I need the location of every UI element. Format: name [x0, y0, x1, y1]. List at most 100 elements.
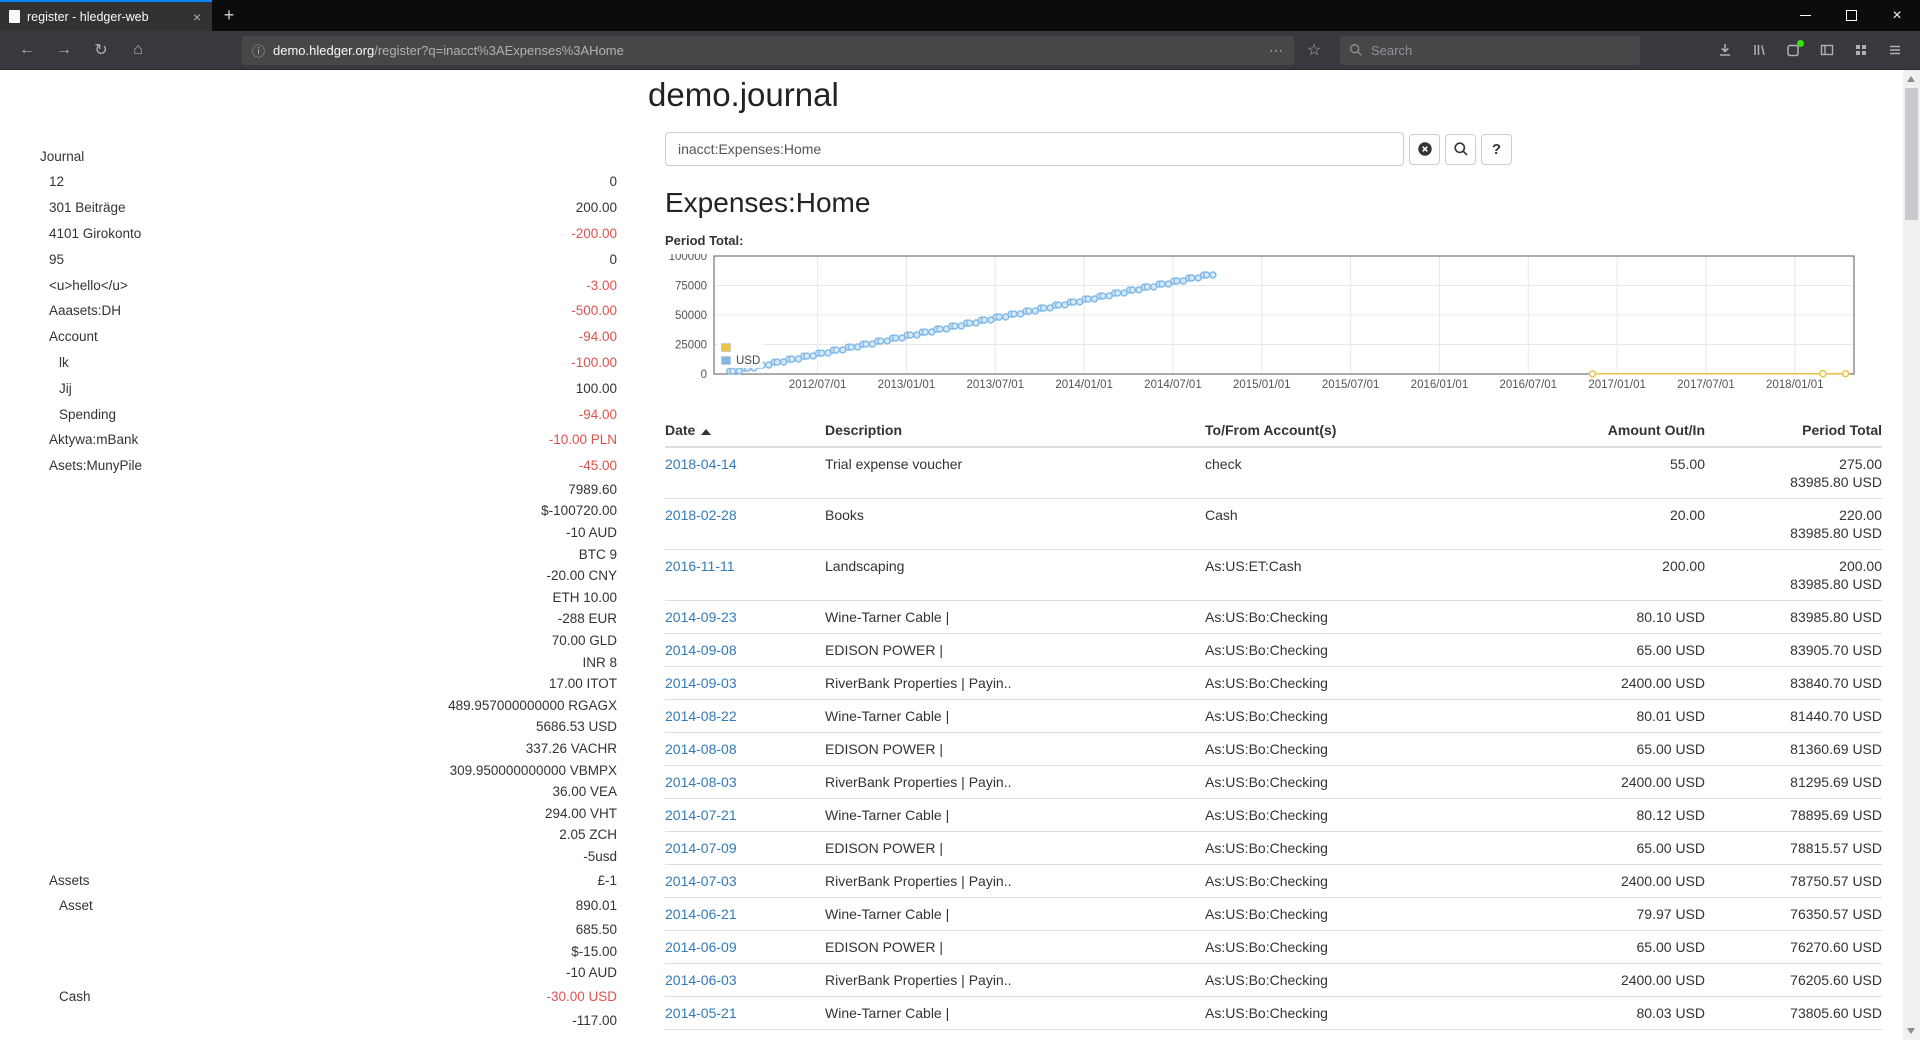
transaction-date-link[interactable]: 2014-08-22 — [665, 708, 737, 724]
transaction-date-link[interactable]: 2014-05-21 — [665, 1005, 737, 1021]
transaction-date-link[interactable]: 2014-08-08 — [665, 741, 737, 757]
register-row[interactable]: 2014-06-21 Wine-Tarner Cable | As:US:Bo:Ch… — [665, 897, 1882, 931]
register-row[interactable]: 2014-07-09 EDISON POWER | As:US:Bo:Checkin… — [665, 831, 1882, 865]
transaction-date-link[interactable]: 2014-07-03 — [665, 873, 737, 889]
sidebar-journal-link[interactable]: Journal — [40, 148, 85, 164]
account-link[interactable]: <u>hello</u> — [49, 277, 128, 293]
register-row[interactable]: 2014-09-03 RiverBank Properties | Payin..… — [665, 666, 1882, 700]
transaction-date-link[interactable]: 2014-06-03 — [665, 972, 737, 988]
register-row[interactable]: 2014-06-03 RiverBank Properties | Payin..… — [665, 963, 1882, 997]
tab-close-icon[interactable]: × — [192, 8, 201, 25]
transaction-date-link[interactable]: 2014-06-09 — [665, 939, 737, 955]
transaction-date-link[interactable]: 2014-09-08 — [665, 642, 737, 658]
bookmark-star-icon[interactable]: ☆ — [1306, 42, 1322, 59]
account-link[interactable]: Aktywa:mBank — [49, 432, 139, 448]
column-header-total[interactable]: Period Total — [1705, 414, 1882, 448]
transaction-date-link[interactable]: 2016-11-11 — [665, 558, 735, 574]
transaction-date-link[interactable]: 2014-07-21 — [665, 807, 737, 823]
account-balance: 489.957000000000 RGAGX — [448, 697, 617, 713]
transaction-date-cell: 2014-05-21 — [665, 996, 825, 1030]
window-minimize-button[interactable] — [1782, 0, 1828, 31]
register-row[interactable]: 2018-04-14 Trial expense voucher check 55.0… — [665, 446, 1882, 499]
sidebar-account-row: 17.00 ITOT — [40, 673, 617, 695]
scrollbar-thumb[interactable] — [1905, 88, 1918, 220]
column-header-account[interactable]: To/From Account(s) — [1205, 414, 1485, 448]
account-link[interactable]: 12 — [49, 174, 65, 190]
sidebar-account-row: 2.05 ZCH — [40, 824, 617, 846]
url-bar[interactable]: ⓘ demo.hledger.org/register?q=inacct%3AE… — [242, 35, 1294, 65]
register-row[interactable]: 2018-02-28 Books Cash 20.00 220.00 83985.80 U… — [665, 498, 1882, 550]
apps-grid-icon[interactable] — [1845, 36, 1876, 65]
forward-button[interactable]: → — [56, 41, 72, 58]
account-link[interactable]: Account — [49, 329, 98, 345]
account-link[interactable]: 4101 Girokonto — [49, 225, 142, 241]
sidebar-account-row: 337.26 VACHR — [40, 738, 617, 760]
register-row[interactable]: 2014-09-23 Wine-Tarner Cable | As:US:Bo:Ch… — [665, 600, 1882, 634]
reload-button[interactable]: ↻ — [94, 42, 108, 59]
transaction-date-link[interactable]: 2014-05-08 — [665, 1038, 737, 1040]
scroll-down-icon[interactable] — [1907, 1028, 1915, 1034]
page-scrollbar[interactable] — [1903, 70, 1920, 1040]
download-icon[interactable] — [1709, 36, 1740, 65]
register-row[interactable]: 2014-05-21 Wine-Tarner Cable | As:US:Bo:Ch… — [665, 996, 1882, 1030]
account-link[interactable]: 95 — [49, 251, 65, 267]
query-input[interactable] — [665, 132, 1404, 166]
site-info-icon[interactable]: ⓘ — [252, 43, 266, 59]
sidebar-account-row: -20.00 CNY — [40, 565, 617, 587]
register-row[interactable]: 2014-08-08 EDISON POWER | As:US:Bo:Checkin… — [665, 732, 1882, 766]
scroll-up-icon[interactable] — [1907, 76, 1915, 82]
account-link[interactable]: Cash — [59, 989, 91, 1005]
register-row[interactable]: 2014-07-03 RiverBank Properties | Payin..… — [665, 864, 1882, 898]
register-row[interactable]: 2014-08-22 Wine-Tarner Cable | As:US:Bo:Ch… — [665, 699, 1882, 733]
help-button[interactable]: ? — [1481, 133, 1512, 165]
transaction-date-link[interactable]: 2018-02-28 — [665, 507, 737, 523]
menu-icon[interactable] — [1879, 36, 1910, 65]
register-row[interactable]: 2014-08-03 RiverBank Properties | Payin..… — [665, 765, 1882, 799]
window-maximize-button[interactable] — [1828, 0, 1874, 31]
transaction-date-link[interactable]: 2014-09-23 — [665, 609, 737, 625]
transaction-date-link[interactable]: 2018-04-14 — [665, 456, 737, 472]
transaction-period-total: 81295.69 USD — [1705, 765, 1882, 799]
transaction-date-link[interactable]: 2014-09-03 — [665, 675, 737, 691]
account-link[interactable]: Asset — [59, 898, 93, 914]
back-button[interactable]: ← — [19, 41, 35, 58]
account-balance: 0 — [609, 174, 617, 190]
new-tab-button[interactable]: + — [223, 5, 235, 25]
period-total-line: 76270.60 USD — [1790, 939, 1882, 955]
clear-query-button[interactable] — [1409, 133, 1440, 165]
account-link[interactable]: Aaasets:DH — [49, 303, 122, 319]
svg-text:25000: 25000 — [675, 340, 707, 352]
sidebar-toggle-icon[interactable] — [1811, 36, 1842, 65]
account-link[interactable]: Assets — [49, 872, 90, 888]
window-close-button[interactable]: × — [1892, 6, 1902, 24]
account-link[interactable]: lk — [59, 354, 69, 370]
page-actions-icon[interactable]: ⋯ — [1269, 41, 1284, 58]
transaction-date-link[interactable]: 2014-06-21 — [665, 906, 737, 922]
transaction-account: As:US:Bo:Checking — [1205, 732, 1485, 766]
search-icon — [1350, 44, 1362, 56]
account-link[interactable]: Asets:MunyPile — [49, 458, 143, 474]
period-total-line: 81440.70 USD — [1790, 708, 1882, 724]
search-submit-button[interactable] — [1445, 133, 1476, 165]
extension-icon[interactable] — [1777, 36, 1808, 65]
browser-search-bar[interactable]: Search — [1340, 35, 1640, 65]
account-link[interactable]: Spending — [59, 406, 117, 422]
sidebar-account-row: $-15.00 — [40, 940, 617, 962]
home-button[interactable]: ⌂ — [133, 41, 143, 58]
register-row[interactable]: 2014-06-09 EDISON POWER | As:US:Bo:Checkin… — [665, 930, 1882, 964]
browser-tab[interactable]: register - hledger-web × — [0, 0, 212, 31]
column-header-date[interactable]: Date — [665, 414, 825, 448]
register-row[interactable]: 2014-09-08 EDISON POWER | As:US:Bo:Checkin… — [665, 633, 1882, 667]
browser-chrome: register - hledger-web × + × ← → ↻ ⌂ ⓘ d… — [0, 0, 1920, 70]
register-row[interactable]: 2016-11-11 Landscaping As:US:ET:Cash 200.00… — [665, 549, 1882, 601]
column-header-description[interactable]: Description — [825, 414, 1205, 448]
account-link[interactable]: Jij — [59, 380, 72, 396]
register-row[interactable]: 2014-05-08 EDISON POWER |As:US:Bo:Checkin… — [665, 1029, 1882, 1040]
column-header-amount[interactable]: Amount Out/In — [1485, 414, 1705, 448]
account-link[interactable]: 301 Beiträge — [49, 200, 126, 216]
transaction-date-cell: 2014-07-03 — [665, 864, 825, 898]
transaction-date-link[interactable]: 2014-08-03 — [665, 774, 737, 790]
register-row[interactable]: 2014-07-21 Wine-Tarner Cable | As:US:Bo:Ch… — [665, 798, 1882, 832]
library-icon[interactable] — [1743, 36, 1774, 65]
transaction-date-link[interactable]: 2014-07-09 — [665, 840, 737, 856]
